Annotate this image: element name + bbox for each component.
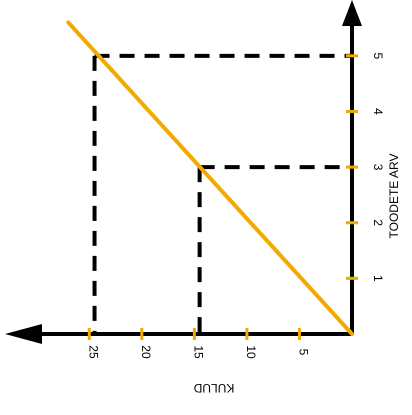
x-tick-label-5: 5 <box>296 349 310 356</box>
x-tick-label-10: 10 <box>244 345 258 359</box>
x-tick-label-20: 20 <box>139 345 153 359</box>
tick-marks <box>87 54 358 340</box>
y-tick-label-4: 4 <box>371 108 385 115</box>
tick-labels: 5 10 15 20 25 1 2 3 4 5 <box>86 52 385 359</box>
y-tick-label-2: 2 <box>371 219 385 226</box>
x-axis-title: KULUD <box>193 381 234 395</box>
series-line <box>66 20 354 336</box>
series-lines <box>66 20 354 336</box>
x-axis-arrow-icon <box>5 324 42 344</box>
axes <box>5 0 362 344</box>
y-axis-arrow-icon <box>342 0 362 26</box>
y-axis-title: TOODETE ARV <box>387 154 401 239</box>
x-tick-label-25: 25 <box>86 345 100 359</box>
x-tick-label-15: 15 <box>191 345 205 359</box>
y-tick-label-1: 1 <box>371 275 385 282</box>
y-tick-label-5: 5 <box>371 52 385 59</box>
guide-lines <box>92 53 352 334</box>
y-tick-label-3: 3 <box>371 164 385 171</box>
